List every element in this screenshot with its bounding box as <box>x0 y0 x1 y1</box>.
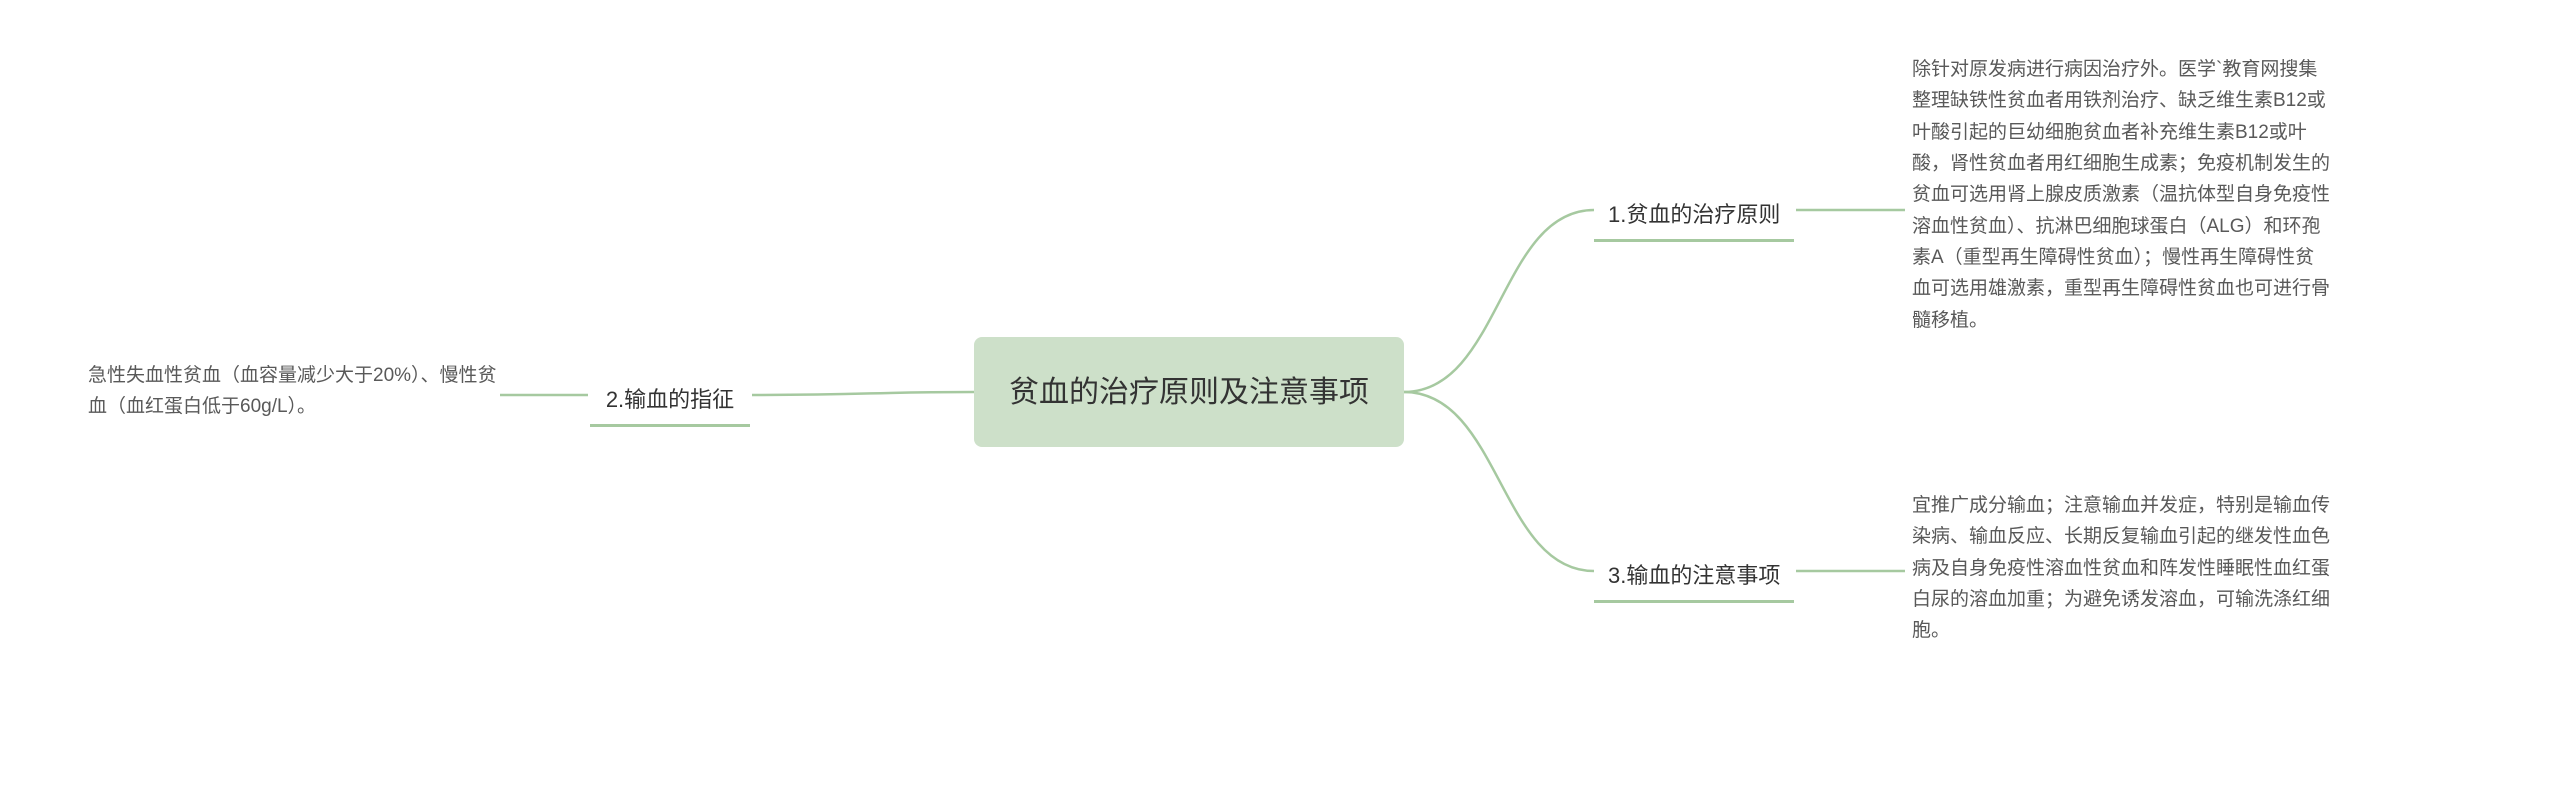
branch-transfusion-precautions: 3.输血的注意事项 <box>1594 548 1794 603</box>
leaf-transfusion-indication: 急性失血性贫血（血容量减少大于20%）、慢性贫血（血红蛋白低于60g/L）。 <box>88 360 498 423</box>
mindmap-root: 贫血的治疗原则及注意事项 <box>974 337 1404 447</box>
branch-transfusion-indication: 2.输血的指征 <box>590 372 750 427</box>
branch-treatment-principles: 1.贫血的治疗原则 <box>1594 187 1794 242</box>
connector-line <box>752 392 974 395</box>
leaf-transfusion-precautions: 宜推广成分输血；注意输血并发症，特别是输血传染病、输血反应、长期反复输血引起的继… <box>1912 490 2332 647</box>
leaf-treatment-principles: 除针对原发病进行病因治疗外。医学`教育网搜集整理缺铁性贫血者用铁剂治疗、缺乏维生… <box>1912 54 2332 336</box>
connector-line <box>1404 392 1594 571</box>
connector-line <box>1404 210 1594 392</box>
